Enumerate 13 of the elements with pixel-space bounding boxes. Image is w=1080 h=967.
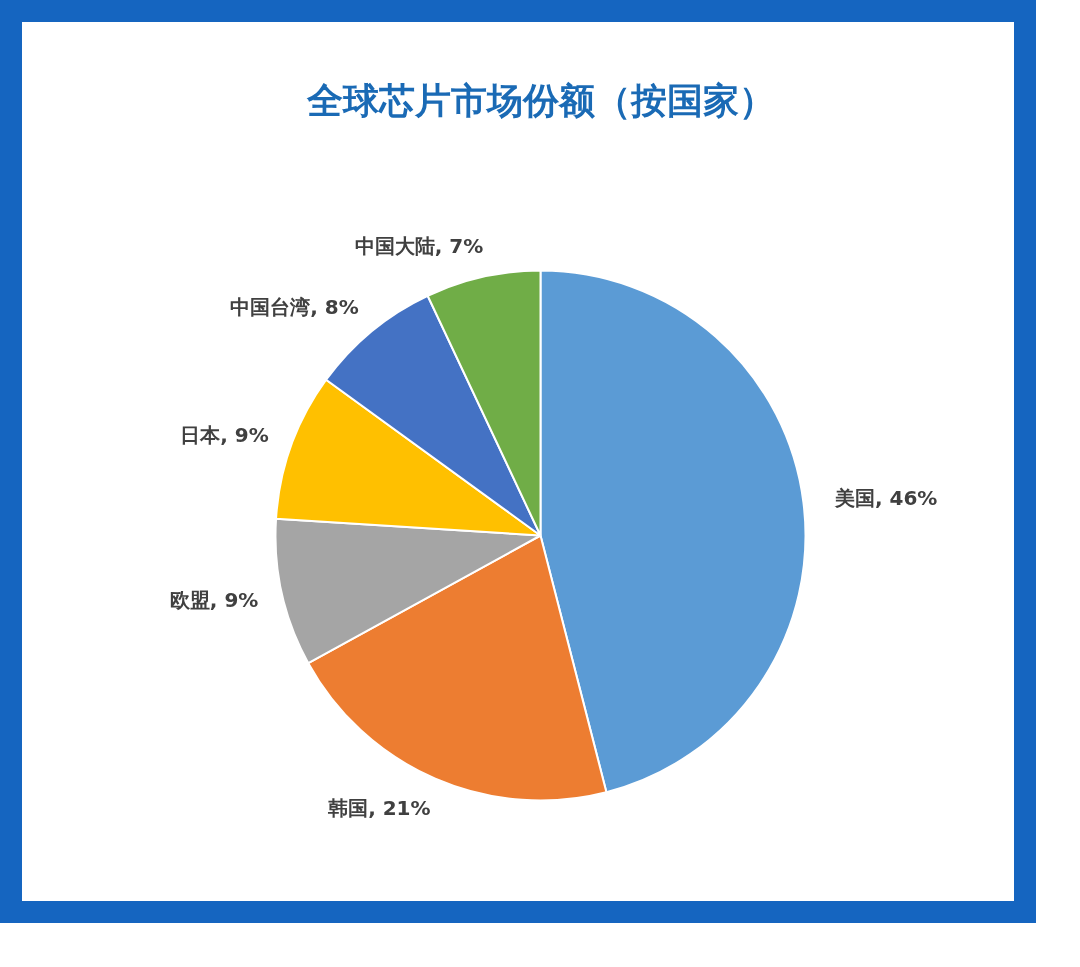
data-label: , 9% (209, 588, 259, 613)
data-label: , 21% (368, 795, 431, 820)
slice-label: 韩国 (327, 795, 369, 820)
data-label: , 7% (434, 233, 484, 258)
chart-title: 全球芯片市场份额（按国家） (305, 80, 775, 121)
slice-label: 日本 (180, 422, 222, 447)
data-label: , 9% (220, 422, 269, 447)
slice-label: 中国台湾 (230, 294, 311, 319)
data-label: , 8% (310, 294, 359, 319)
slice-label: 欧盟 (169, 588, 210, 613)
data-label: , 46% (874, 486, 938, 511)
slice-label: 中国大陆 (354, 233, 435, 258)
slice-label: 美国 (833, 486, 875, 511)
